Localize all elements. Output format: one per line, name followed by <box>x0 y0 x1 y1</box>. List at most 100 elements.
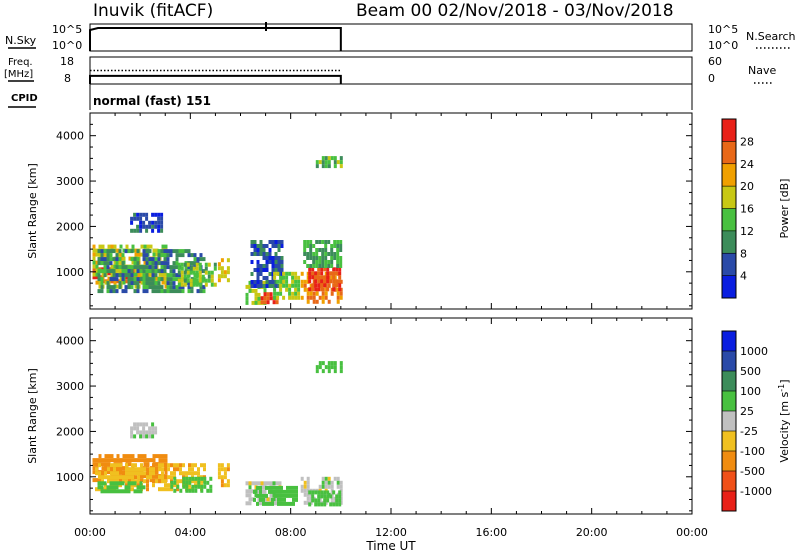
power-echo-cell <box>110 272 114 277</box>
velocity-colorbar-swatch <box>722 431 736 452</box>
power-echo-cell <box>121 265 125 270</box>
velocity-echo-cell <box>116 458 120 463</box>
velocity-echo-cell <box>248 489 252 494</box>
velocity-echo-cell <box>119 470 123 475</box>
power-echo-cell <box>195 274 199 279</box>
power-echo-cell <box>184 249 188 254</box>
power-echo-cell <box>268 280 272 284</box>
power-echo-cell <box>139 277 143 282</box>
power-echo-cell <box>259 244 263 248</box>
velocity-echo-cell <box>161 475 164 480</box>
velocity-echo-cell <box>98 479 101 484</box>
power-echo-cell <box>189 270 193 275</box>
power-echo-cell <box>300 271 304 276</box>
velocity-echo-cell <box>257 481 261 486</box>
power-echo-cell <box>254 296 258 301</box>
power-echo-cell <box>169 273 173 278</box>
power-echo-cell <box>274 268 278 272</box>
power-echo-cell <box>106 265 110 270</box>
power-echo-cell <box>187 249 191 254</box>
velocity-echo-cell <box>98 454 102 459</box>
velocity-echo-cell <box>97 485 101 490</box>
power-echo-cell <box>175 277 179 282</box>
x-tick-label: 00:00 <box>74 526 106 539</box>
power-echo-cell <box>133 277 137 282</box>
velocity-echo-cell <box>112 481 116 486</box>
cpid-label: CPID <box>11 93 38 104</box>
velocity-echo-cell <box>113 458 117 463</box>
velocity-echo-cell <box>226 483 230 488</box>
power-echo-cell <box>207 278 211 283</box>
power-echo-cell <box>145 261 149 266</box>
velocity-echo-cell <box>116 463 119 468</box>
power-echo-cell <box>116 284 120 289</box>
power-echo-cell <box>106 257 110 262</box>
power-echo-cell <box>268 272 272 276</box>
power-echo-cell <box>136 257 140 262</box>
velocity-echo-cell <box>292 485 295 490</box>
power-echo-cell <box>133 228 137 233</box>
power-echo-cell <box>118 257 122 262</box>
power-echo-cell <box>148 285 152 290</box>
power-echo-cell <box>315 240 319 244</box>
velocity-echo-cell <box>327 476 331 481</box>
power-echo-cell <box>273 287 277 292</box>
power-echo-cell <box>134 284 138 289</box>
power-echo-cell <box>263 280 267 285</box>
power-echo-cell <box>259 268 263 272</box>
velocity-echo-cell <box>173 467 176 472</box>
power-echo-cell <box>274 252 278 256</box>
velocity-echo-cell <box>262 501 265 506</box>
power-echo-cell <box>262 252 266 256</box>
velocity-echo-cell <box>154 426 158 431</box>
velocity-echo-cell <box>335 494 339 499</box>
power-y-tick-label: 3000 <box>56 175 84 188</box>
power-echo-cell <box>260 296 264 301</box>
velocity-echo-cell <box>133 481 137 486</box>
velocity-plot-frame <box>89 317 693 515</box>
power-echo-cell <box>280 244 284 248</box>
power-echo-cell <box>314 287 318 292</box>
power-echo-cell <box>148 249 152 254</box>
velocity-echo-cell <box>200 463 203 468</box>
power-echo-cell <box>254 288 258 293</box>
power-echo-cell <box>151 228 155 233</box>
power-y-axis-label: Slant Range [km] <box>26 163 39 259</box>
velocity-echo-cell <box>289 485 292 490</box>
power-echo-cell <box>262 276 266 280</box>
power-echo-cell <box>324 256 328 260</box>
nsky-tick-bottom: 10^0 <box>52 39 82 52</box>
power-echo-cell <box>109 277 113 282</box>
power-echo-cell <box>271 284 275 288</box>
power-echo-cell <box>223 270 227 275</box>
velocity-echo-cell <box>176 484 180 489</box>
power-echo-cell <box>213 262 217 267</box>
velocity-echo-cell <box>280 497 283 502</box>
velocity-echo-cell <box>317 494 321 499</box>
velocity-echo-cell <box>176 487 179 492</box>
velocity-echo-cell <box>283 489 286 494</box>
power-echo-cell <box>175 261 179 266</box>
power-echo-cell <box>142 289 146 294</box>
velocity-echo-cell <box>143 458 147 463</box>
power-echo-cell <box>326 275 330 280</box>
power-echo-cell <box>166 285 170 290</box>
power-echo-cell <box>339 160 343 165</box>
power-echo-cell <box>308 271 312 276</box>
nsky-tick-top: 10^5 <box>52 23 82 36</box>
power-echo-cell <box>131 244 135 249</box>
x-tick-label: 20:00 <box>576 526 608 539</box>
power-echo-cell <box>151 212 155 217</box>
power-echo-cell <box>112 273 116 278</box>
power-echo-cell <box>262 244 266 248</box>
power-echo-cell <box>265 256 269 260</box>
velocity-echo-cell <box>330 361 334 366</box>
power-echo-cell <box>271 240 275 244</box>
velocity-echo-cell <box>127 489 131 494</box>
power-echo-cell <box>274 256 278 260</box>
power-echo-cell <box>118 285 122 290</box>
power-echo-cell <box>181 289 185 294</box>
power-echo-cell <box>280 268 284 272</box>
power-echo-cell <box>273 295 277 300</box>
power-echo-cell <box>125 275 129 280</box>
